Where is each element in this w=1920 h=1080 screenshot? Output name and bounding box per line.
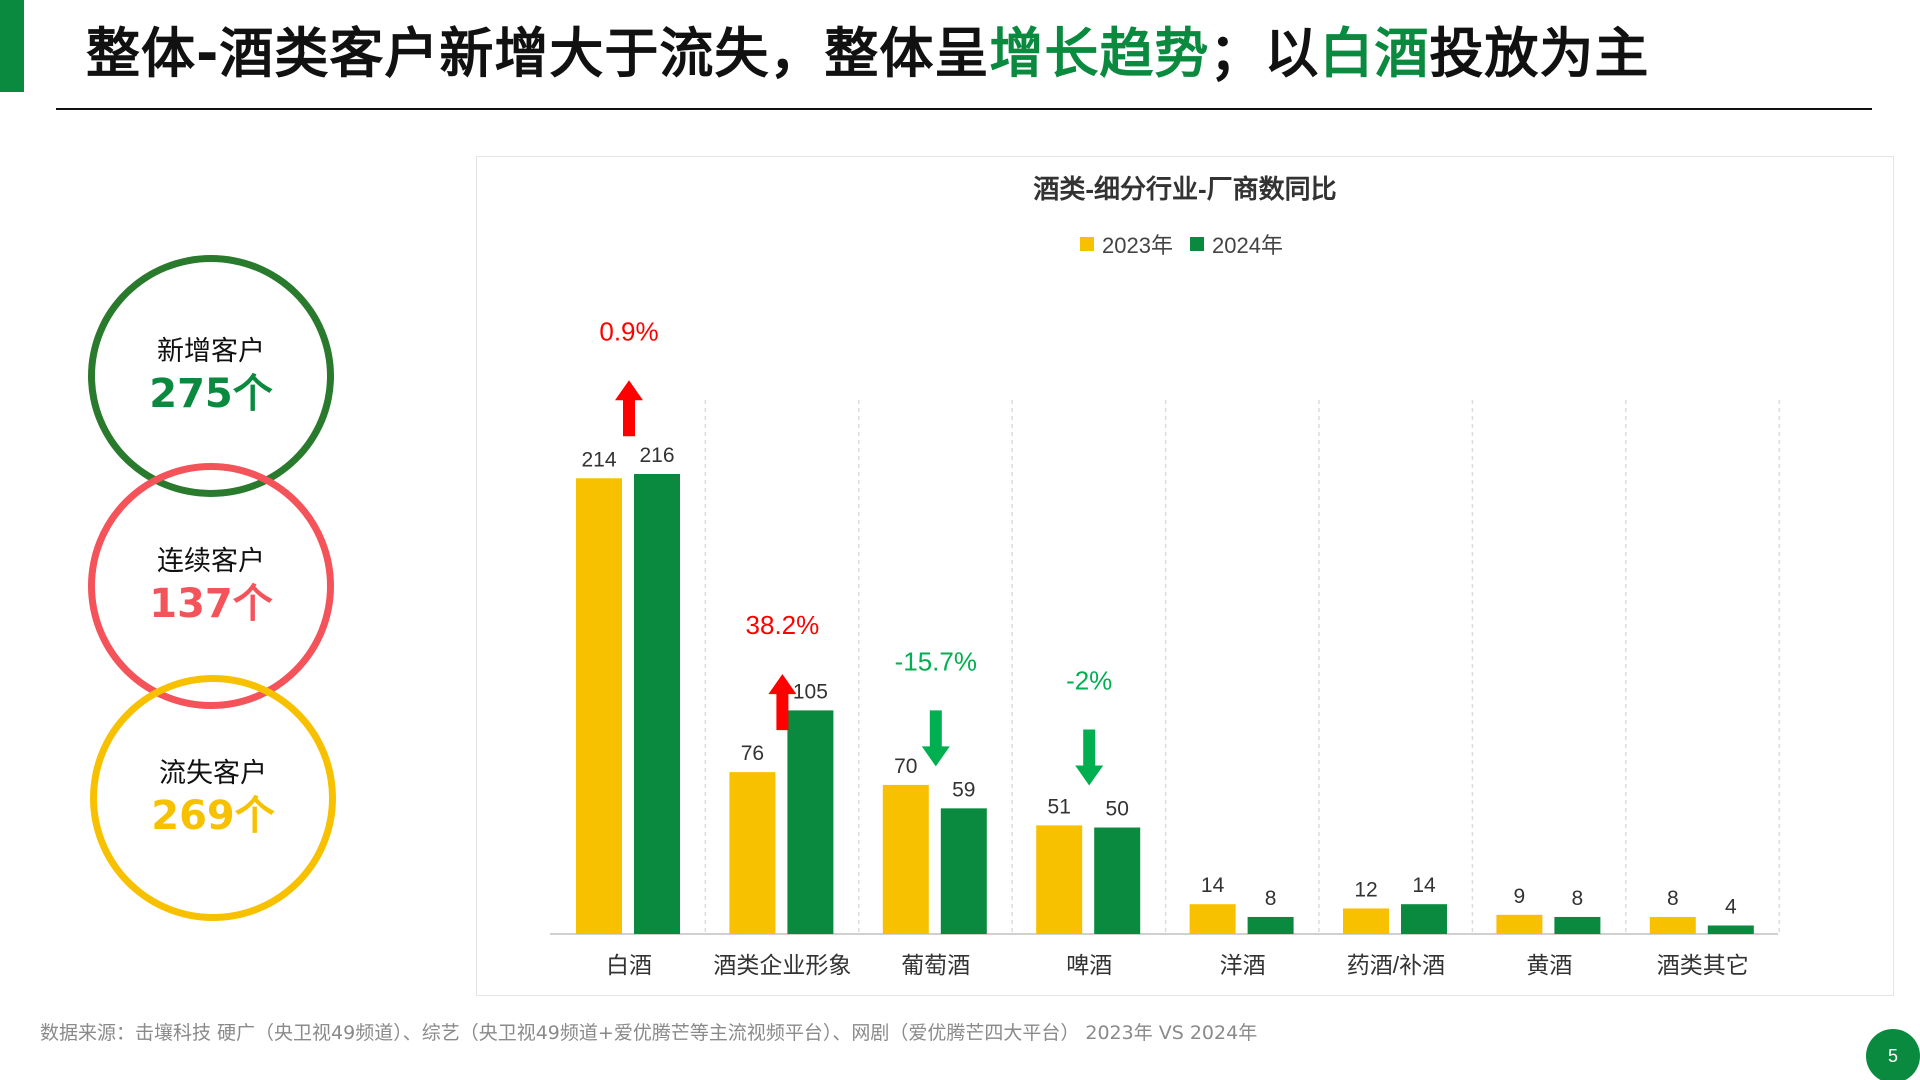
bar-data-label: 59 <box>952 778 975 801</box>
category-separators <box>704 400 1780 934</box>
bar-data-label: 105 <box>793 680 828 703</box>
bar-data-label: 214 <box>581 448 616 471</box>
bars-group: 214 216 白酒 76 105 酒类企业形象 70 59 葡萄酒 51 50 啤酒 14 8 洋酒 12 1… <box>576 444 1754 978</box>
chart-title: 酒类-细分行业-厂商数同比 <box>1033 174 1336 204</box>
change-percent-label: 38.2% <box>746 610 820 640</box>
change-percent-label: 0.9% <box>599 316 658 346</box>
bar-data-label: 51 <box>1048 795 1071 818</box>
bar-data-label: 8 <box>1265 887 1277 910</box>
bar-data-label: 216 <box>639 444 674 467</box>
up-arrow-icon <box>615 380 643 437</box>
category-label: 白酒 <box>606 952 652 978</box>
title-highlight-baijiu: 白酒 <box>1319 22 1430 85</box>
down-arrow-icon <box>1075 729 1104 786</box>
bar-2023 <box>1649 916 1696 934</box>
legend-label-1: 2024年 <box>1212 233 1283 258</box>
bar-data-label: 70 <box>894 755 917 778</box>
bar-2024 <box>1247 916 1294 934</box>
bar-2023 <box>1189 904 1236 934</box>
bar-data-label: 14 <box>1412 874 1436 897</box>
bar-data-label: 8 <box>1667 887 1679 910</box>
continuing-customers-value: 137个 <box>149 581 273 627</box>
new-customers-value: 275个 <box>149 371 273 417</box>
lost-customers-label: 流失客户 <box>159 758 267 789</box>
legend-swatch-0 <box>1080 237 1094 251</box>
bar-2023 <box>1036 825 1083 934</box>
category-label: 药酒/补酒 <box>1347 952 1445 978</box>
lost-customers-circle: 流失客户 269个 <box>90 675 336 921</box>
down-arrow-icon <box>921 710 950 767</box>
bar-2024 <box>1401 904 1447 934</box>
bar-2024 <box>1094 827 1141 934</box>
title-part-1: 整体-酒类客户新增大于流失，整体呈 <box>86 22 990 85</box>
bar-data-label: 76 <box>741 742 764 765</box>
category-label: 酒类企业形象 <box>713 952 851 978</box>
category-label: 黄酒 <box>1526 952 1572 978</box>
change-percent-label: -15.7% <box>895 646 977 676</box>
title-divider <box>56 108 1872 110</box>
bar-data-label: 9 <box>1514 885 1526 908</box>
legend-label-0: 2023年 <box>1102 233 1173 258</box>
bar-data-label: 12 <box>1354 878 1377 901</box>
new-customers-label: 新增客户 <box>157 336 265 367</box>
title-part-2: ；以 <box>1209 22 1320 85</box>
page-title: 整体-酒类客户新增大于流失，整体呈增长趋势；以白酒投放为主 <box>86 18 1649 90</box>
bar-2023 <box>729 772 776 934</box>
page-number: 5 <box>1866 1029 1920 1080</box>
bar-2023 <box>1343 908 1389 934</box>
category-label: 酒类其它 <box>1657 952 1749 978</box>
bar-2023 <box>576 478 622 934</box>
title-part-3: 投放为主 <box>1429 22 1650 85</box>
chart-panel <box>476 156 1894 996</box>
data-source-footnote: 数据来源：击壤科技 硬广（央卫视49频道）、综艺（央卫视49频道+爱优腾芒等主流… <box>40 1022 1258 1044</box>
annotations-group: 0.9% 38.2% -15.7% -2% <box>599 316 1112 786</box>
bar-2024 <box>1707 925 1754 934</box>
continuing-customers-label: 连续客户 <box>157 546 265 577</box>
category-label: 洋酒 <box>1220 952 1266 978</box>
bar-2023 <box>882 784 929 934</box>
bar-2024 <box>787 710 834 934</box>
bar-2024 <box>1554 916 1601 934</box>
bar-data-label: 4 <box>1725 895 1737 918</box>
change-percent-label: -2% <box>1066 666 1112 696</box>
chart-legend: 2023年 2024年 <box>1080 233 1283 258</box>
category-label: 葡萄酒 <box>901 952 970 978</box>
bar-2024 <box>634 474 680 934</box>
category-label: 啤酒 <box>1066 952 1112 978</box>
bar-data-label: 14 <box>1201 874 1225 897</box>
lost-customers-value: 269个 <box>151 793 275 839</box>
title-accent-bar <box>0 0 24 92</box>
up-arrow-icon <box>768 674 797 731</box>
title-highlight-growth: 增长趋势 <box>989 22 1210 85</box>
bar-2023 <box>1496 914 1543 934</box>
legend-swatch-1 <box>1190 237 1204 251</box>
bar-data-label: 8 <box>1572 887 1584 910</box>
new-customers-circle: 新增客户 275个 <box>88 255 334 497</box>
bar-2024 <box>940 808 987 934</box>
bar-data-label: 50 <box>1106 798 1129 821</box>
